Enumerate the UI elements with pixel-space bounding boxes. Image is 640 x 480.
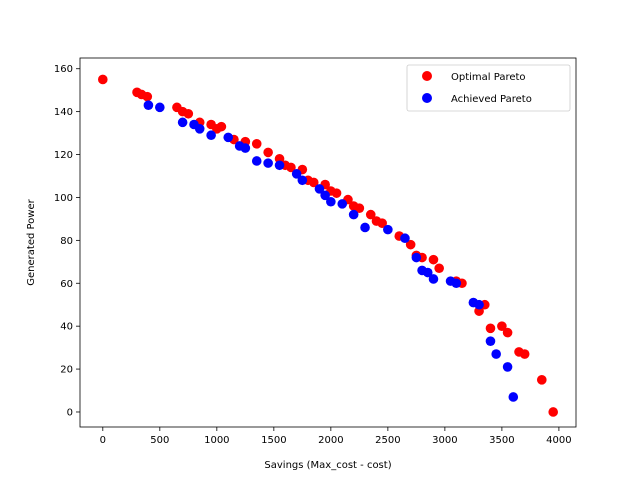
achieved-pareto-point [144,100,154,110]
optimal-pareto-point [503,328,513,338]
achieved-pareto-point [451,278,461,288]
achieved-pareto-point [412,253,422,263]
achieved-pareto-point [241,143,251,153]
y-tick-label: 120 [54,150,73,161]
optimal-pareto-point [98,75,108,85]
y-tick-label: 100 [54,193,73,204]
achieved-pareto-point [508,392,518,402]
optimal-pareto-point [217,122,227,132]
optimal-pareto-point [520,349,530,359]
legend-label-optimal: Optimal Pareto [451,72,526,83]
legend: Optimal Pareto Achieved Pareto [407,65,570,111]
y-tick-label: 20 [60,365,73,376]
achieved-pareto-point [429,274,439,284]
optimal-pareto-point [332,188,342,198]
x-tick-label: 2000 [318,435,343,446]
achieved-pareto-point [263,158,273,168]
achieved-pareto-point [206,130,216,140]
x-tick-label: 3000 [432,435,457,446]
optimal-pareto-point [142,92,152,102]
x-tick-label: 2500 [375,435,400,446]
optimal-pareto-point [263,148,273,158]
optimal-pareto-point [486,324,496,334]
legend-label-achieved: Achieved Pareto [451,94,532,105]
achieved-pareto-point [178,118,188,128]
y-tick-label: 80 [60,236,73,247]
achieved-pareto-point [275,160,285,170]
y-tick-label: 60 [60,279,73,290]
achieved-pareto-point [360,223,370,233]
achieved-pareto-point [337,199,347,209]
achieved-pareto-point [486,336,496,346]
x-tick-label: 500 [150,435,169,446]
legend-marker-achieved [422,93,432,103]
y-axis-label: Generated Power [26,198,37,285]
y-tick-label: 160 [54,64,73,75]
optimal-pareto-point [252,139,262,149]
achieved-pareto-point [491,349,501,359]
legend-marker-optimal [422,71,432,81]
x-axis-label: Savings (Max_cost - cost) [264,460,391,471]
achieved-pareto-point [503,362,513,372]
optimal-pareto-point [434,263,444,273]
optimal-pareto-point [548,407,558,417]
x-tick-label: 1000 [204,435,229,446]
y-tick-label: 0 [67,407,73,418]
achieved-pareto-point [298,175,308,185]
achieved-pareto-point [383,225,393,235]
achieved-pareto-point [326,197,336,207]
x-tick-label: 1500 [261,435,286,446]
y-tick-label: 40 [60,322,73,333]
achieved-pareto-point [252,156,262,166]
achieved-pareto-point [349,210,359,220]
x-tick-label: 0 [100,435,106,446]
y-tick-label: 140 [54,107,73,118]
x-tick-label: 3500 [489,435,514,446]
achieved-pareto-point [223,133,233,143]
optimal-pareto-point [537,375,547,385]
optimal-pareto-point [429,255,439,265]
achieved-pareto-point [400,233,410,243]
optimal-pareto-point [184,109,194,119]
achieved-pareto-point [155,103,165,113]
achieved-pareto-point [474,300,484,310]
x-tick-label: 4000 [546,435,571,446]
achieved-pareto-point [195,124,205,134]
